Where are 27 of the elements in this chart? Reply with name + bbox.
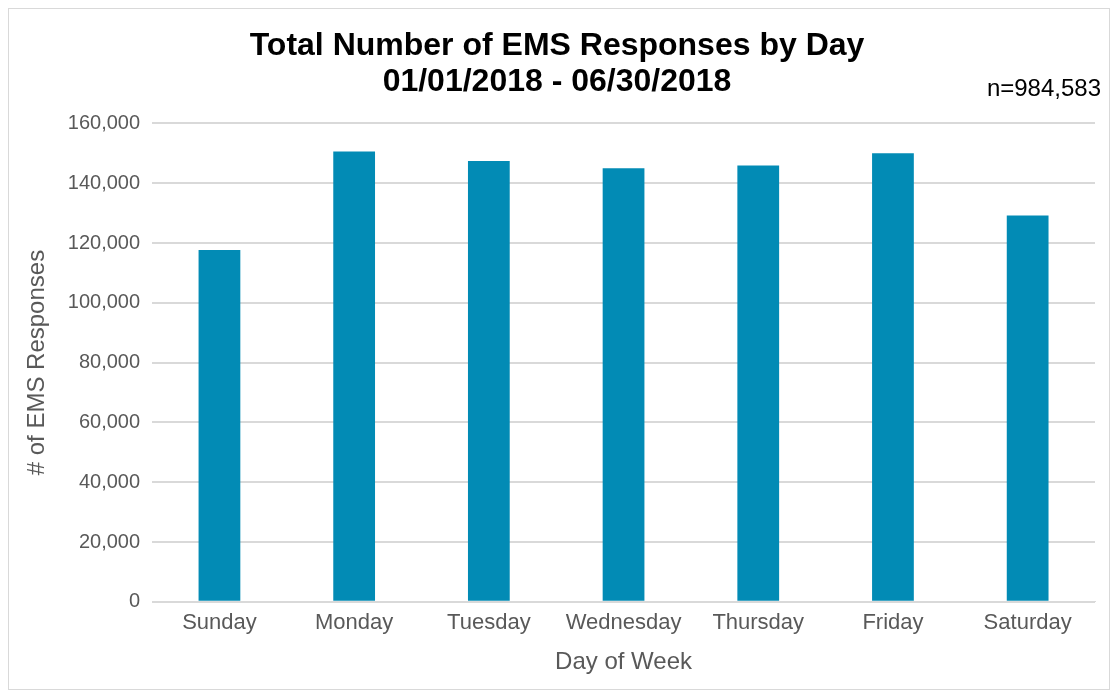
x-tick-label: Sunday [182, 609, 257, 635]
x-tick-label: Thursday [712, 609, 805, 635]
x-tick-label: Friday [862, 609, 924, 635]
x-tick-label: Tuesday [447, 609, 531, 635]
bar [198, 249, 241, 601]
bar [467, 161, 510, 601]
bar [872, 153, 914, 601]
y-tick-label: 80,000 [78, 350, 141, 373]
bar [737, 165, 780, 601]
text: n=984,583 [986, 73, 1101, 101]
y-tick-label: 20,000 [78, 529, 141, 552]
y-tick-label: 0 [128, 589, 141, 612]
chart-title: Total Number of EMS Responses by Day 01/01/2018 - 06/30/2018 [249, 26, 865, 98]
bar [1006, 215, 1049, 601]
bar [333, 151, 376, 601]
y-tick-label: 100,000 [67, 290, 141, 313]
x-tick-label: Monday [315, 609, 394, 635]
y-tick-label: 160,000 [67, 110, 141, 133]
x-tick-label: Saturday [983, 609, 1072, 635]
x-axis-title: Day of Week [555, 647, 694, 675]
y-tick-label: 140,000 [67, 170, 141, 193]
y-tick-label: 120,000 [67, 230, 141, 253]
y-tick-label: 60,000 [78, 409, 141, 432]
x-tick-label: Wednesday [565, 609, 682, 635]
y-tick-label: 40,000 [78, 469, 141, 492]
bar [602, 168, 645, 601]
y-axis-title: # of EMS Responses [22, 249, 50, 476]
